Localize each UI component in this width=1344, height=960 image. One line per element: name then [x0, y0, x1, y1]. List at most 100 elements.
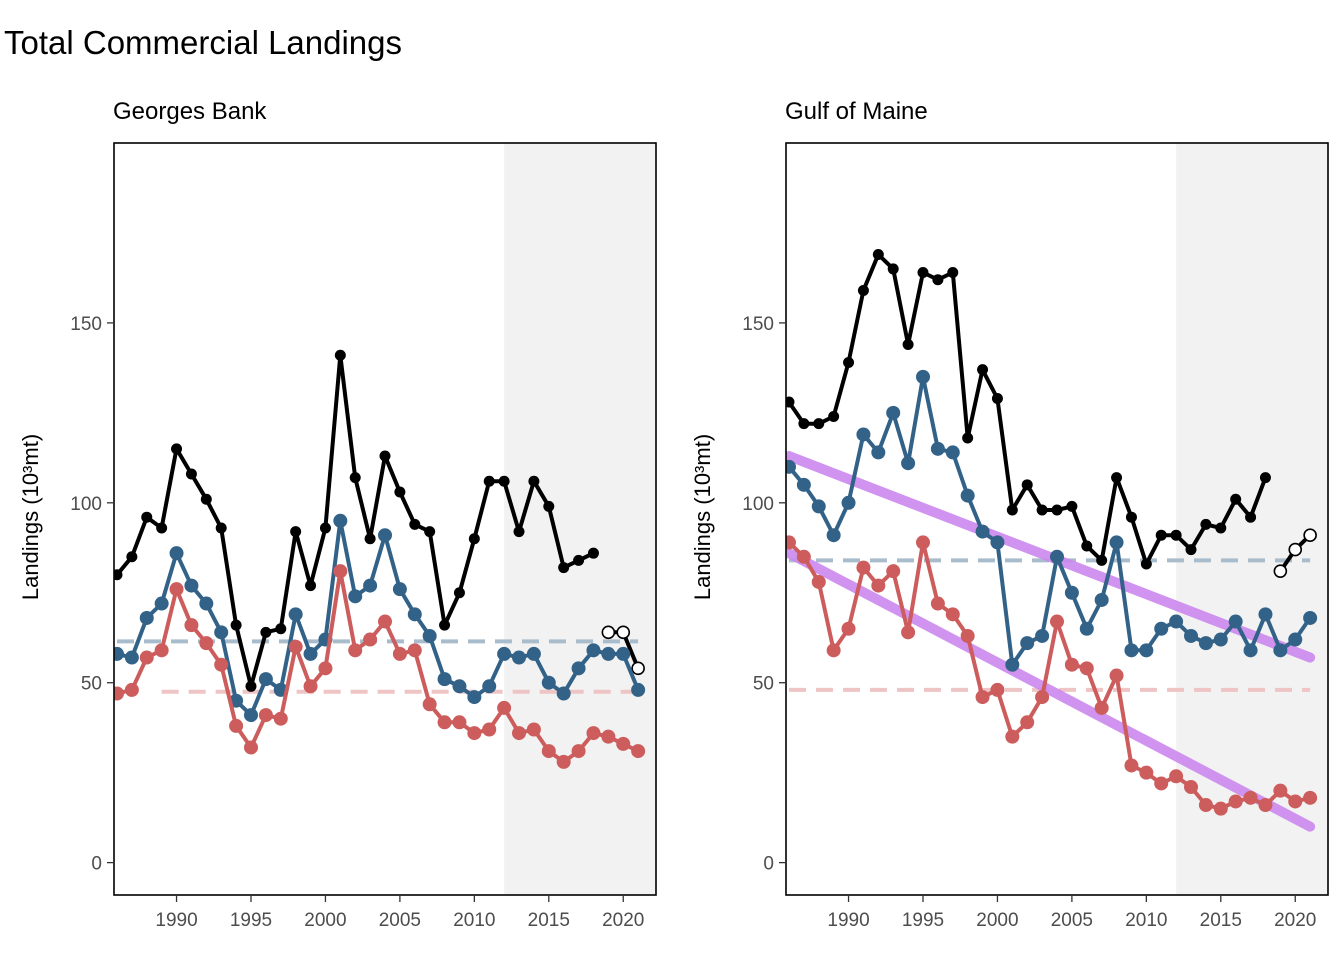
red-point	[422, 697, 437, 712]
blue-point	[184, 578, 199, 593]
blue-point	[258, 672, 273, 687]
red-point	[1005, 729, 1020, 744]
blue-point	[990, 535, 1005, 550]
red-point	[556, 754, 571, 769]
x-tick-label: 2000	[976, 910, 1018, 931]
total-point	[587, 547, 599, 559]
total_open-point	[1288, 542, 1303, 557]
blue-point	[786, 459, 796, 474]
red-point	[437, 715, 452, 730]
total-point	[275, 623, 287, 635]
red-point	[184, 618, 199, 633]
red-point	[1198, 798, 1213, 813]
blue-point	[1050, 549, 1064, 564]
red-point	[1109, 668, 1124, 683]
blue-point	[214, 625, 229, 640]
total-point	[1096, 554, 1108, 566]
red-point	[1064, 657, 1079, 672]
total-point	[171, 443, 183, 455]
blue-point	[930, 441, 945, 456]
red-point	[139, 650, 154, 665]
red-point	[169, 582, 184, 597]
red-point	[243, 740, 258, 755]
blue-point	[422, 628, 437, 643]
total-point	[887, 263, 899, 275]
red-point	[975, 690, 990, 705]
blue-point	[556, 686, 571, 701]
total-point	[813, 418, 825, 430]
total-point	[334, 349, 346, 361]
total-point	[1230, 493, 1242, 505]
red-point	[363, 632, 378, 647]
red-point	[288, 639, 303, 654]
x-tick-label: 2015	[1200, 910, 1242, 931]
blue-point	[378, 528, 392, 543]
blue-point	[616, 646, 631, 661]
total-point	[424, 526, 436, 538]
total-point	[230, 619, 242, 631]
y-tick-label: 150	[70, 314, 102, 335]
total-point	[453, 587, 465, 599]
red-point	[199, 636, 214, 651]
blue-point	[856, 427, 871, 442]
y-axis-label: Landings (10³mt)	[690, 434, 715, 600]
blue-point	[407, 607, 422, 622]
blue-point	[392, 582, 407, 597]
blue-point	[363, 578, 378, 593]
red-point	[1139, 765, 1154, 780]
total-point	[498, 475, 510, 487]
red-point	[526, 722, 541, 737]
blue-point	[1213, 632, 1228, 647]
total-point	[872, 249, 884, 261]
total-point	[126, 551, 138, 563]
total-point	[200, 493, 212, 505]
blue_trend-line	[786, 451, 1316, 663]
total-point	[573, 554, 585, 566]
red-point	[258, 708, 273, 723]
total-point	[977, 364, 989, 376]
blue-point	[169, 546, 184, 561]
blue-point	[586, 643, 601, 658]
blue-point	[139, 610, 154, 625]
x-tick-label: 2020	[602, 910, 644, 931]
blue-point	[541, 675, 556, 690]
red-point	[841, 621, 856, 636]
blue-point	[437, 672, 452, 687]
total-point	[857, 285, 869, 297]
red-point	[1079, 661, 1094, 676]
blue-point	[243, 708, 258, 723]
blue-point	[1169, 614, 1184, 629]
total-point	[468, 533, 480, 545]
blue-point	[601, 646, 616, 661]
total-point	[305, 580, 317, 592]
red-point	[1243, 790, 1258, 805]
total_open-point	[601, 625, 616, 640]
total-point	[1259, 472, 1271, 484]
total-point	[185, 468, 197, 480]
blue-point	[1064, 585, 1079, 600]
total-point	[245, 680, 257, 692]
plot-frame	[785, 142, 1329, 896]
total-point	[543, 500, 555, 512]
blue-point	[1273, 643, 1288, 658]
red-point	[378, 614, 392, 629]
blue-point	[154, 596, 169, 611]
x-tick-label: 1995	[902, 910, 944, 931]
red-point	[856, 560, 871, 575]
blue-point	[796, 477, 811, 492]
total-point	[156, 522, 168, 534]
total-point	[1081, 540, 1093, 552]
y-tick-label: 50	[753, 674, 774, 695]
figure-title: Total Commercial Landings	[4, 24, 403, 61]
y-axis-label: Landings (10³mt)	[18, 434, 43, 600]
total-point	[932, 274, 944, 286]
blue-point	[303, 646, 318, 661]
blue-point	[124, 650, 139, 665]
total-point	[962, 432, 974, 444]
total-point	[798, 418, 810, 430]
total-point	[513, 526, 525, 538]
red-point	[214, 657, 229, 672]
panel-title-gulf-of-maine: Gulf of Maine	[785, 98, 928, 125]
blue-point	[1035, 628, 1050, 643]
total-point	[528, 475, 540, 487]
